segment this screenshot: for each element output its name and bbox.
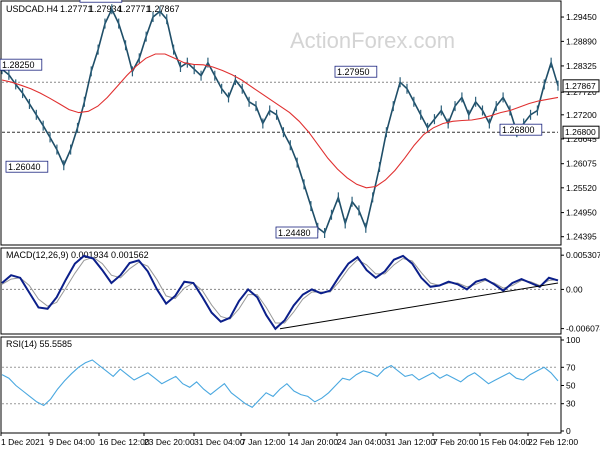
price-tick-label: 1.24395 <box>566 232 597 242</box>
annotation-label: 1.27950 <box>337 67 370 77</box>
macd-trendline <box>279 282 559 330</box>
price-tick-label: 1.29450 <box>566 12 597 22</box>
rsi-plot <box>1 359 559 408</box>
annotation-box <box>275 226 319 239</box>
macd-tick-label: -0.006074 <box>566 324 600 334</box>
price-tick-label: 1.24950 <box>566 208 597 218</box>
rsi-tick-label: 70 <box>566 362 576 372</box>
annotation-label: 1.28250 <box>2 60 35 70</box>
rsi-y-ticks: 100 70 50 30 0 <box>561 335 580 436</box>
ohlc-high: 1.27934 <box>89 4 122 14</box>
x-tick-label: 15 Feb 04:00 <box>480 437 530 447</box>
annotation-label: 1.29630 <box>82 0 115 2</box>
annotation-box <box>334 65 378 78</box>
x-tick-label: 1 Dec 2021 <box>1 437 45 447</box>
price-tick-label: 1.26645 <box>566 134 597 144</box>
x-tick-label: 31 Dec 04:00 <box>194 437 245 447</box>
macd-tick-label: 0.005307 <box>566 250 600 260</box>
current-price-tag-box <box>562 79 600 93</box>
annotation-label: 1.26040 <box>8 162 41 172</box>
annotation-box <box>0 58 43 71</box>
watermark: ActionForex.com <box>290 28 455 53</box>
ohlc-close: 1.27867 <box>147 4 180 14</box>
x-tick-label: 7 Feb 20:00 <box>433 437 479 447</box>
price-tick-label: 1.28325 <box>566 61 597 71</box>
current-price-tag: 1.27867 <box>565 81 596 91</box>
annotation-box <box>5 160 49 173</box>
price-panel-title: USDCAD.H4 <box>6 4 58 14</box>
support-price-tag: 1.26800 <box>565 127 596 137</box>
price-tick-label: 1.25520 <box>566 183 597 193</box>
macd-panel-title: MACD(12,26,9) 0.001934 0.001562 <box>6 250 149 260</box>
macd-tick-label: 0.00 <box>566 284 583 294</box>
moving-average-line <box>1 53 559 189</box>
annotation-box <box>499 123 543 136</box>
macd-y-ticks: 0.005307 0.00 -0.006074 <box>561 250 600 334</box>
rsi-tick-label: 30 <box>566 399 576 409</box>
rsi-line <box>1 359 559 408</box>
x-tick-label: 23 Dec 20:00 <box>144 437 195 447</box>
price-tick-label: 1.28890 <box>566 36 597 46</box>
macd-signal-line <box>1 256 559 324</box>
rsi-tick-label: 50 <box>566 381 576 391</box>
x-tick-label: 14 Jan 20:00 <box>289 437 338 447</box>
price-plot: 1.27867 1.26800 <box>1 4 600 239</box>
price-annotations: 1.28250 1.29630 1.26040 1.24480 1.27950 1.268… <box>0 0 543 239</box>
macd-panel-frame <box>0 247 562 335</box>
price-series <box>1 7 559 235</box>
x-tick-label: 16 Dec 12:00 <box>99 437 150 447</box>
annotation-label: 1.26800 <box>502 125 535 135</box>
macd-line <box>1 254 559 331</box>
price-tick-label: 1.26075 <box>566 159 597 169</box>
rsi-tick-label: 100 <box>566 335 580 345</box>
price-panel-frame <box>0 0 562 246</box>
x-tick-label: 7 Jan 12:00 <box>241 437 286 447</box>
x-tick-label: 9 Dec 04:00 <box>49 437 95 447</box>
annotation-box <box>79 0 123 3</box>
rsi-panel-title: RSI(14) 55.5585 <box>6 339 72 349</box>
ohlc-low: 1.27771 <box>118 4 151 14</box>
annotation-label: 1.24480 <box>278 228 311 238</box>
x-tick-label: 24 Jan 04:00 <box>337 437 386 447</box>
ohlc-open: 1.27771 <box>60 4 93 14</box>
rsi-tick-label: 0 <box>566 426 571 436</box>
x-tick-label: 22 Feb 12:00 <box>528 437 578 447</box>
x-tick-label: 31 Jan 12:00 <box>386 437 435 447</box>
support-price-tag-box <box>562 125 600 139</box>
price-tick-label: 1.27200 <box>566 110 597 120</box>
macd-plot <box>1 254 559 331</box>
